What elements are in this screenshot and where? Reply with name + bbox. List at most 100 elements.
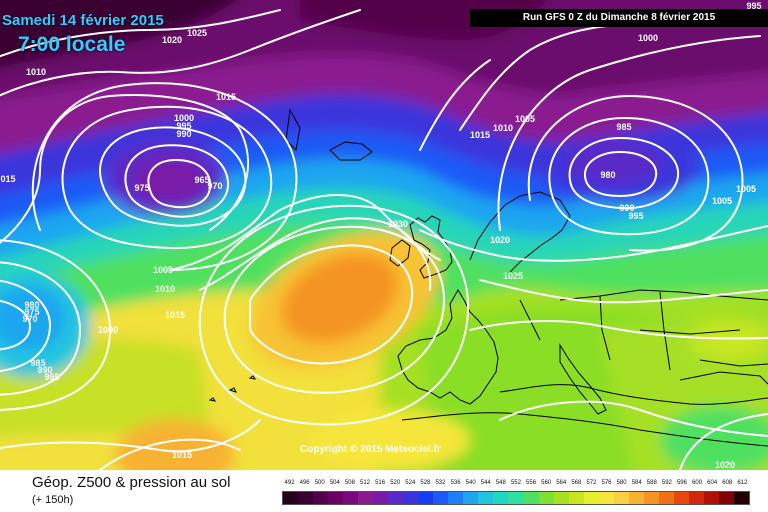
color-scale-ticks: 492 496 500 504 508 512 516 520 524 528 532 536 540 5… xyxy=(282,480,750,490)
scale-tick-label: 508 xyxy=(344,480,355,486)
isobar-label: 1015 xyxy=(215,92,237,102)
scale-tick-label: 500 xyxy=(314,480,325,486)
isobar-label: 985 xyxy=(616,122,632,132)
isobar-label: 980 xyxy=(600,170,616,180)
scale-swatch xyxy=(688,492,704,504)
isobar-label: 995 xyxy=(746,1,762,11)
isobar-label: 1005 xyxy=(514,114,536,124)
isobar-label: 1030 xyxy=(387,219,409,229)
isobar-label: 1010 xyxy=(154,284,176,294)
scale-swatch xyxy=(313,492,329,504)
scale-tick-label: 584 xyxy=(631,480,642,486)
legend-subtitle: (+ 150h) xyxy=(32,494,74,506)
isobar-label: 1000 xyxy=(97,325,119,335)
scale-tick-label: 512 xyxy=(360,480,371,486)
isobar-label: 1005 xyxy=(735,184,757,194)
isobar-label: 985 xyxy=(30,358,46,368)
copyright: Copyright © 2015 Meteociel.fr xyxy=(300,444,441,455)
scale-tick-label: 524 xyxy=(405,480,416,486)
scale-tick-label: 540 xyxy=(465,480,476,486)
isobar-label: 015 xyxy=(0,174,16,184)
legend-footer: Géop. Z500 & pression au sol (+ 150h) 49… xyxy=(0,470,768,512)
scale-swatch xyxy=(343,492,359,504)
isobar-label: 965 xyxy=(194,175,210,185)
scale-tick-label: 520 xyxy=(390,480,401,486)
scale-swatch xyxy=(628,492,644,504)
scale-tick-label: 496 xyxy=(299,480,310,486)
scale-swatch xyxy=(478,492,494,504)
scale-swatch xyxy=(598,492,614,504)
forecast-time: 7:00 locale xyxy=(18,33,126,56)
scale-tick-label: 556 xyxy=(526,480,537,486)
scale-swatch xyxy=(388,492,404,504)
scale-swatch xyxy=(718,492,734,504)
scale-tick-label: 516 xyxy=(375,480,386,486)
isobar-label: 1000 xyxy=(637,33,659,43)
isobar-label: 980 xyxy=(24,300,40,310)
scale-tick-label: 596 xyxy=(676,480,687,486)
scale-tick-label: 528 xyxy=(420,480,431,486)
scale-swatch xyxy=(553,492,569,504)
isobar-label: 995 xyxy=(44,372,60,382)
scale-swatch xyxy=(703,492,719,504)
scale-swatch xyxy=(463,492,479,504)
isobar-label: 1000 xyxy=(173,113,195,123)
scale-swatch xyxy=(433,492,449,504)
scale-swatch xyxy=(493,492,509,504)
scale-tick-label: 612 xyxy=(737,480,748,486)
scale-tick-label: 604 xyxy=(707,480,718,486)
scale-swatch xyxy=(508,492,524,504)
scale-tick-label: 608 xyxy=(722,480,733,486)
isobars xyxy=(0,9,768,470)
isobar-label: 975 xyxy=(24,307,40,317)
scale-tick-label: 536 xyxy=(450,480,461,486)
scale-tick-label: 548 xyxy=(495,480,506,486)
forecast-date: Samedi 14 février 2015 xyxy=(2,12,164,29)
isobar-label: 995 xyxy=(628,211,644,221)
isobar-label: 1010 xyxy=(25,67,47,77)
scale-tick-label: 576 xyxy=(601,480,612,486)
scale-swatch xyxy=(328,492,344,504)
scale-tick-label: 572 xyxy=(586,480,597,486)
scale-tick-label: 568 xyxy=(571,480,582,486)
scale-swatch xyxy=(523,492,539,504)
isobar-label: 970 xyxy=(207,181,223,191)
scale-tick-label: 492 xyxy=(284,480,295,486)
scale-swatch xyxy=(568,492,584,504)
forecast-map xyxy=(0,0,768,470)
map-area: 1025 1020 995 1000 1010 1015 1000 995 990 975 965 9… xyxy=(0,0,768,470)
isobar-label: 1020 xyxy=(489,235,511,245)
isobar-label: 1020 xyxy=(161,35,183,45)
scale-swatch xyxy=(403,492,419,504)
scale-tick-label: 592 xyxy=(661,480,672,486)
scale-tick-label: 544 xyxy=(480,480,491,486)
scale-swatch xyxy=(658,492,674,504)
scale-swatch xyxy=(448,492,464,504)
isobar-label: 1005 xyxy=(711,196,733,206)
isobar-label: 1025 xyxy=(186,28,208,38)
isobar-label: 1010 xyxy=(492,123,514,133)
color-scale-bar xyxy=(282,491,750,505)
run-info: Run GFS 0 Z du Dimanche 8 février 2015 xyxy=(470,9,768,27)
scale-tick-label: 600 xyxy=(692,480,703,486)
isobar-label: 990 xyxy=(619,203,635,213)
scale-swatch xyxy=(298,492,314,504)
scale-swatch xyxy=(583,492,599,504)
scale-swatch xyxy=(373,492,389,504)
isobar-label: 990 xyxy=(37,365,53,375)
isobar-label: 995 xyxy=(176,121,192,131)
scale-tick-label: 560 xyxy=(541,480,552,486)
scale-tick-label: 552 xyxy=(510,480,521,486)
scale-swatch xyxy=(283,492,299,504)
scale-swatch xyxy=(643,492,659,504)
scale-swatch xyxy=(613,492,629,504)
isobar-label: 975 xyxy=(134,183,150,193)
scale-swatch xyxy=(358,492,374,504)
isobar-label: 1015 xyxy=(164,310,186,320)
scale-tick-label: 564 xyxy=(556,480,567,486)
isobar-label: 970 xyxy=(22,314,38,324)
scale-swatch xyxy=(673,492,689,504)
legend-title: Géop. Z500 & pression au sol xyxy=(32,474,231,491)
scale-swatch xyxy=(418,492,434,504)
isobar-label: 1020 xyxy=(714,460,736,470)
